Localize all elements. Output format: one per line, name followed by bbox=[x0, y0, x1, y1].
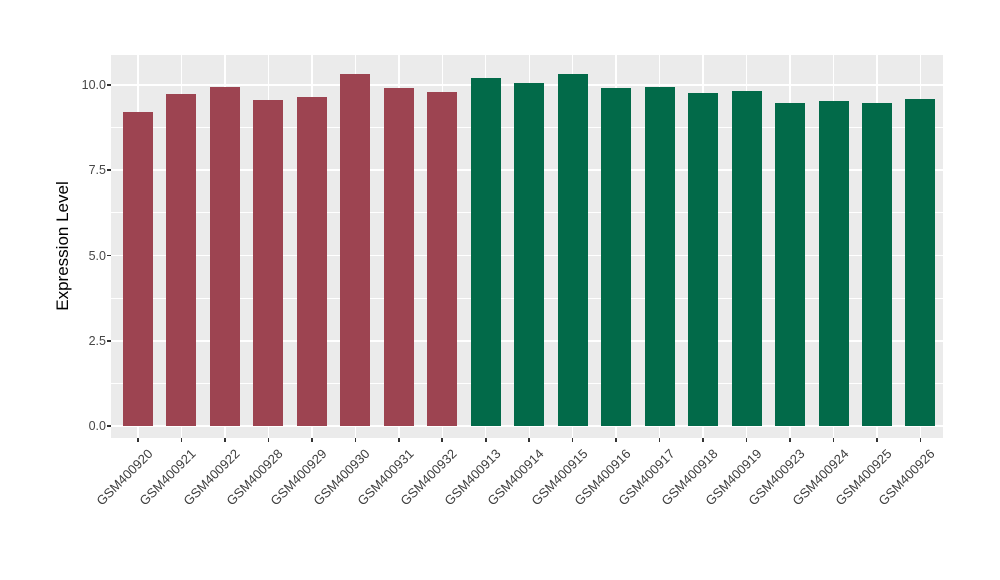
bar-GSM400923 bbox=[775, 102, 806, 426]
bar-GSM400921 bbox=[166, 94, 197, 426]
bar-GSM400932 bbox=[427, 92, 458, 426]
x-tick-GSM400932 bbox=[441, 438, 444, 442]
bar-GSM400928 bbox=[253, 100, 284, 426]
bar-GSM400925 bbox=[861, 103, 892, 426]
y-tick-0 bbox=[107, 425, 111, 427]
y-tick-2.5 bbox=[107, 339, 111, 342]
x-tick-GSM400926 bbox=[919, 438, 922, 442]
bar-GSM400926 bbox=[905, 99, 936, 426]
bar-GSM400930 bbox=[340, 74, 371, 426]
y-tick-label-0.0: 0.0 bbox=[88, 419, 106, 433]
gridline-major-y-0 bbox=[111, 425, 943, 427]
y-tick-label-7.5: 7.5 bbox=[88, 163, 106, 178]
bar-GSM400920 bbox=[123, 111, 153, 426]
x-tick-GSM400924 bbox=[832, 438, 835, 442]
y-tick-label-5.0: 5.0 bbox=[88, 248, 106, 263]
x-tick-GSM400928 bbox=[267, 438, 270, 442]
y-tick-10 bbox=[107, 84, 111, 86]
x-tick-GSM400918 bbox=[702, 438, 704, 442]
bar-GSM400919 bbox=[731, 90, 762, 426]
x-tick-GSM400919 bbox=[745, 438, 748, 442]
x-tick-GSM400916 bbox=[615, 438, 617, 442]
x-tick-GSM400922 bbox=[224, 438, 226, 442]
y-tick-7.5 bbox=[107, 169, 111, 172]
x-tick-GSM400930 bbox=[354, 438, 357, 442]
bar-GSM400931 bbox=[383, 88, 414, 426]
plot-panel bbox=[111, 55, 943, 438]
y-tick-label-10.0: 10.0 bbox=[81, 78, 106, 92]
bar-GSM400918 bbox=[688, 92, 719, 426]
x-tick-GSM400920 bbox=[137, 438, 139, 442]
bar-GSM400916 bbox=[601, 88, 632, 426]
x-tick-GSM400925 bbox=[876, 438, 878, 442]
x-tick-GSM400915 bbox=[571, 438, 574, 442]
y-tick-label-2.5: 2.5 bbox=[88, 333, 106, 348]
bar-GSM400913 bbox=[470, 78, 501, 426]
bar-GSM400917 bbox=[644, 87, 675, 426]
x-tick-GSM400913 bbox=[484, 438, 487, 442]
bar-GSM400915 bbox=[557, 74, 588, 426]
bar-GSM400924 bbox=[818, 100, 849, 426]
x-tick-GSM400921 bbox=[180, 438, 183, 442]
x-tick-GSM400931 bbox=[398, 438, 400, 442]
x-tick-GSM400923 bbox=[789, 438, 791, 442]
x-tick-GSM400929 bbox=[311, 438, 313, 442]
x-tick-GSM400917 bbox=[658, 438, 661, 442]
bar-GSM400929 bbox=[296, 96, 327, 426]
y-tick-5 bbox=[107, 254, 111, 257]
bar-GSM400922 bbox=[209, 87, 240, 426]
x-tick-GSM400914 bbox=[528, 438, 531, 442]
bar-GSM400914 bbox=[514, 83, 545, 426]
